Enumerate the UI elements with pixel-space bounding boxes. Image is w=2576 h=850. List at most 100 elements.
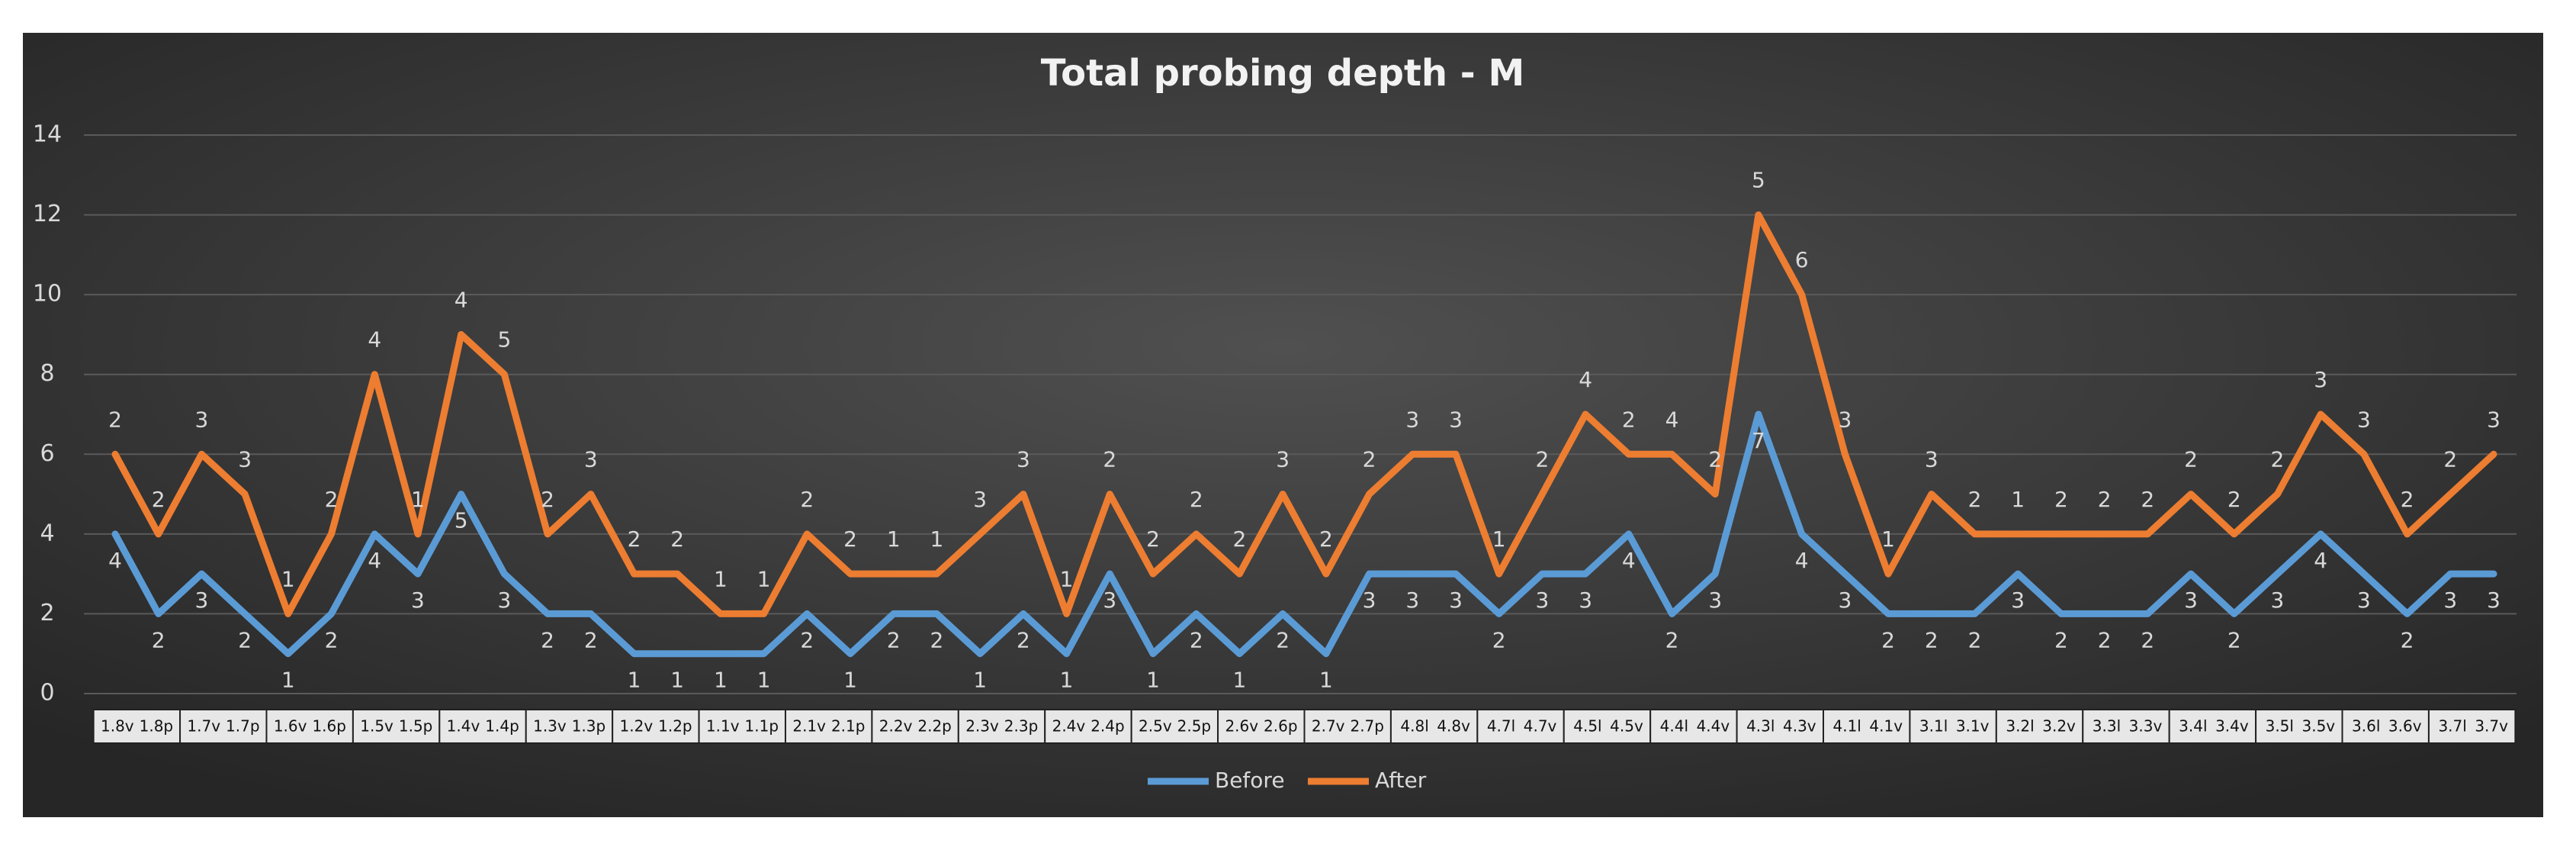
data-label: 2 bbox=[800, 627, 814, 652]
category-box bbox=[612, 709, 700, 744]
data-label: 3 bbox=[195, 588, 209, 613]
category-box bbox=[2427, 709, 2517, 744]
data-label: 5 bbox=[454, 508, 468, 533]
data-label: 2 bbox=[1146, 526, 1160, 552]
data-label: 3 bbox=[2357, 588, 2371, 613]
legend-label: Before bbox=[1215, 768, 1285, 793]
x-tick-label: 3.2l bbox=[2006, 717, 2034, 736]
data-label: 3 bbox=[1449, 407, 1463, 432]
x-tick-label: 2.1p bbox=[831, 717, 866, 736]
category-box bbox=[1909, 709, 1997, 744]
data-label: 2 bbox=[670, 526, 684, 552]
category-box bbox=[92, 709, 181, 744]
category-box bbox=[525, 709, 614, 744]
data-label: 4 bbox=[1579, 367, 1592, 392]
data-label: 2 bbox=[1622, 407, 1636, 432]
chart-title: Total probing depth - M bbox=[1041, 52, 1524, 95]
data-label: 1 bbox=[1060, 668, 1074, 693]
data-label: 2 bbox=[1881, 627, 1895, 652]
data-label: 2 bbox=[2401, 487, 2414, 512]
data-label: 2 bbox=[1190, 487, 1203, 512]
data-label: 3 bbox=[1838, 588, 1852, 613]
category-box bbox=[957, 709, 1046, 744]
category-box bbox=[2341, 709, 2430, 744]
x-tick-label: 4.1l bbox=[1833, 717, 1861, 736]
data-label: 1 bbox=[714, 566, 728, 591]
data-label: 4 bbox=[454, 287, 468, 312]
data-label: 3 bbox=[1405, 407, 1419, 432]
data-label: 2 bbox=[1925, 627, 1938, 652]
x-tick-label: 4.1v bbox=[1869, 717, 1903, 736]
data-label: 2 bbox=[1708, 447, 1722, 472]
x-tick-label: 2.5p bbox=[1177, 717, 1212, 736]
data-label: 3 bbox=[973, 487, 987, 512]
x-tick-label: 1.8p bbox=[140, 717, 174, 736]
data-label: 1 bbox=[714, 668, 728, 693]
x-tick-label: 3.5l bbox=[2266, 717, 2294, 736]
x-tick-label: 1.2v bbox=[620, 717, 654, 736]
category-box bbox=[1044, 709, 1132, 744]
data-label: 2 bbox=[2098, 487, 2112, 512]
data-label: 3 bbox=[2487, 407, 2501, 432]
x-tick-label: 2.1v bbox=[792, 717, 826, 736]
data-label: 1 bbox=[973, 668, 987, 693]
x-tick-label: 2.2v bbox=[879, 717, 913, 736]
data-label: 2 bbox=[325, 487, 339, 512]
y-tick-label: 4 bbox=[40, 520, 54, 546]
data-label: 3 bbox=[1449, 588, 1463, 613]
x-tick-label: 3.4v bbox=[2215, 717, 2249, 736]
data-label: 3 bbox=[1405, 588, 1419, 613]
category-box bbox=[1303, 709, 1392, 744]
series-line bbox=[111, 411, 2497, 658]
data-label: 3 bbox=[584, 447, 598, 472]
category-box bbox=[784, 709, 873, 744]
data-label: 1 bbox=[1060, 566, 1074, 591]
data-label: 3 bbox=[2487, 588, 2501, 613]
data-label: 4 bbox=[1795, 548, 1809, 573]
data-label: 2 bbox=[1190, 627, 1203, 652]
data-label: 3 bbox=[1579, 588, 1592, 613]
data-label: 3 bbox=[2011, 588, 2025, 613]
y-tick-label: 2 bbox=[40, 600, 54, 626]
category-box bbox=[2255, 709, 2343, 744]
data-label: 1 bbox=[1319, 668, 1333, 693]
data-label: 2 bbox=[1233, 526, 1247, 552]
data-label: 2 bbox=[2184, 447, 2198, 472]
x-tick-label: 2.4v bbox=[1052, 717, 1086, 736]
category-box bbox=[2082, 709, 2170, 744]
data-label: 3 bbox=[1708, 588, 1722, 613]
x-tick-label: 2.3p bbox=[1004, 717, 1039, 736]
x-tick-label: 1.8v bbox=[101, 717, 134, 736]
category-box bbox=[1476, 709, 1565, 744]
x-tick-label: 3.7v bbox=[2475, 717, 2508, 736]
x-tick-label: 2.6p bbox=[1264, 717, 1298, 736]
x-tick-label: 4.8l bbox=[1400, 717, 1428, 736]
data-label: 2 bbox=[2228, 487, 2241, 512]
x-tick-label: 4.8v bbox=[1437, 717, 1470, 736]
x-tick-label: 1.6p bbox=[312, 717, 346, 736]
y-tick-label: 12 bbox=[33, 201, 62, 227]
data-label: 2 bbox=[930, 627, 944, 652]
data-label: 3 bbox=[497, 588, 511, 613]
data-label: 1 bbox=[1881, 526, 1895, 552]
category-box bbox=[1217, 709, 1306, 744]
data-label: 1 bbox=[1146, 668, 1160, 693]
data-label: 2 bbox=[2054, 487, 2068, 512]
data-label: 3 bbox=[1017, 447, 1030, 472]
data-label: 2 bbox=[152, 627, 165, 652]
x-tick-label: 4.7v bbox=[1524, 717, 1557, 736]
x-tick-label: 1.7p bbox=[226, 717, 260, 736]
x-tick-label: 3.1v bbox=[1956, 717, 1990, 736]
data-label: 3 bbox=[195, 407, 209, 432]
data-label: 6 bbox=[1795, 247, 1809, 272]
data-label: 2 bbox=[152, 487, 165, 512]
data-label: 2 bbox=[2098, 627, 2112, 652]
x-tick-label: 4.4l bbox=[1660, 717, 1688, 736]
data-label: 2 bbox=[584, 627, 598, 652]
x-tick-label: 3.1l bbox=[1919, 717, 1948, 736]
x-tick-label: 2.4p bbox=[1090, 717, 1125, 736]
x-tick-label: 1.3v bbox=[533, 717, 567, 736]
x-tick-label: 4.3l bbox=[1746, 717, 1775, 736]
x-tick-label: 3.4l bbox=[2179, 717, 2207, 736]
category-box bbox=[1389, 709, 1479, 744]
